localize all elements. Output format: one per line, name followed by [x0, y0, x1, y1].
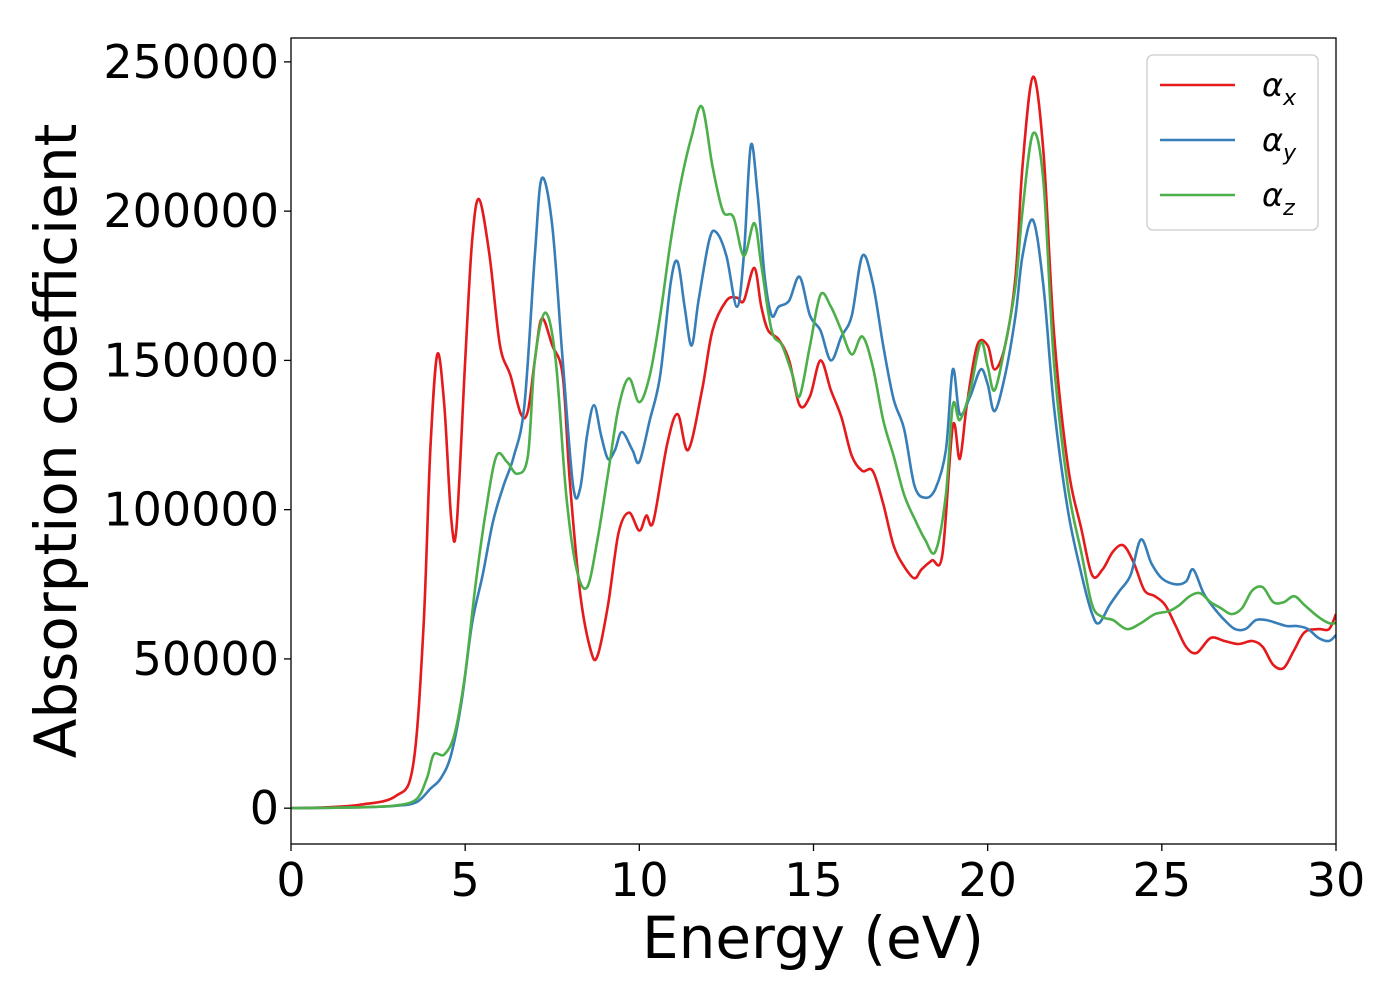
x-tick-label: 20 [958, 853, 1017, 907]
y-axis-ticks: 0 50000 100000 150000 200000 250000 [103, 35, 291, 835]
x-tick-label: 25 [1133, 853, 1192, 907]
y-tick-label: 250000 [103, 35, 279, 89]
legend-label-alpha-z: αz [1262, 176, 1295, 221]
legend-label-alpha-y: αy [1262, 121, 1297, 166]
y-tick-label: 200000 [103, 184, 279, 238]
legend-label-alpha-x: αx [1262, 66, 1297, 111]
x-tick-label: 15 [784, 853, 843, 907]
series-line-alpha-x [291, 75, 1336, 810]
x-tick-label: 30 [1307, 853, 1366, 907]
x-axis-ticks: 0 5 10 15 20 25 30 [276, 844, 1365, 907]
legend-box [1146, 54, 1319, 231]
y-tick-label: 150000 [103, 333, 279, 387]
x-tick-label: 10 [610, 853, 669, 907]
x-tick-label: 5 [451, 853, 480, 907]
legend: αx αy αz [1146, 54, 1319, 231]
x-tick-label: 0 [276, 853, 305, 907]
y-tick-label: 50000 [133, 632, 279, 686]
series-line-alpha-z [291, 104, 1336, 810]
y-tick-label: 100000 [103, 483, 279, 537]
series-layer [291, 75, 1336, 810]
y-tick-label: 0 [250, 781, 279, 835]
y-axis-title: Absorption coefficient [22, 124, 90, 759]
series-line-alpha-y [291, 142, 1336, 810]
x-axis-title: Energy (eV) [642, 904, 984, 972]
